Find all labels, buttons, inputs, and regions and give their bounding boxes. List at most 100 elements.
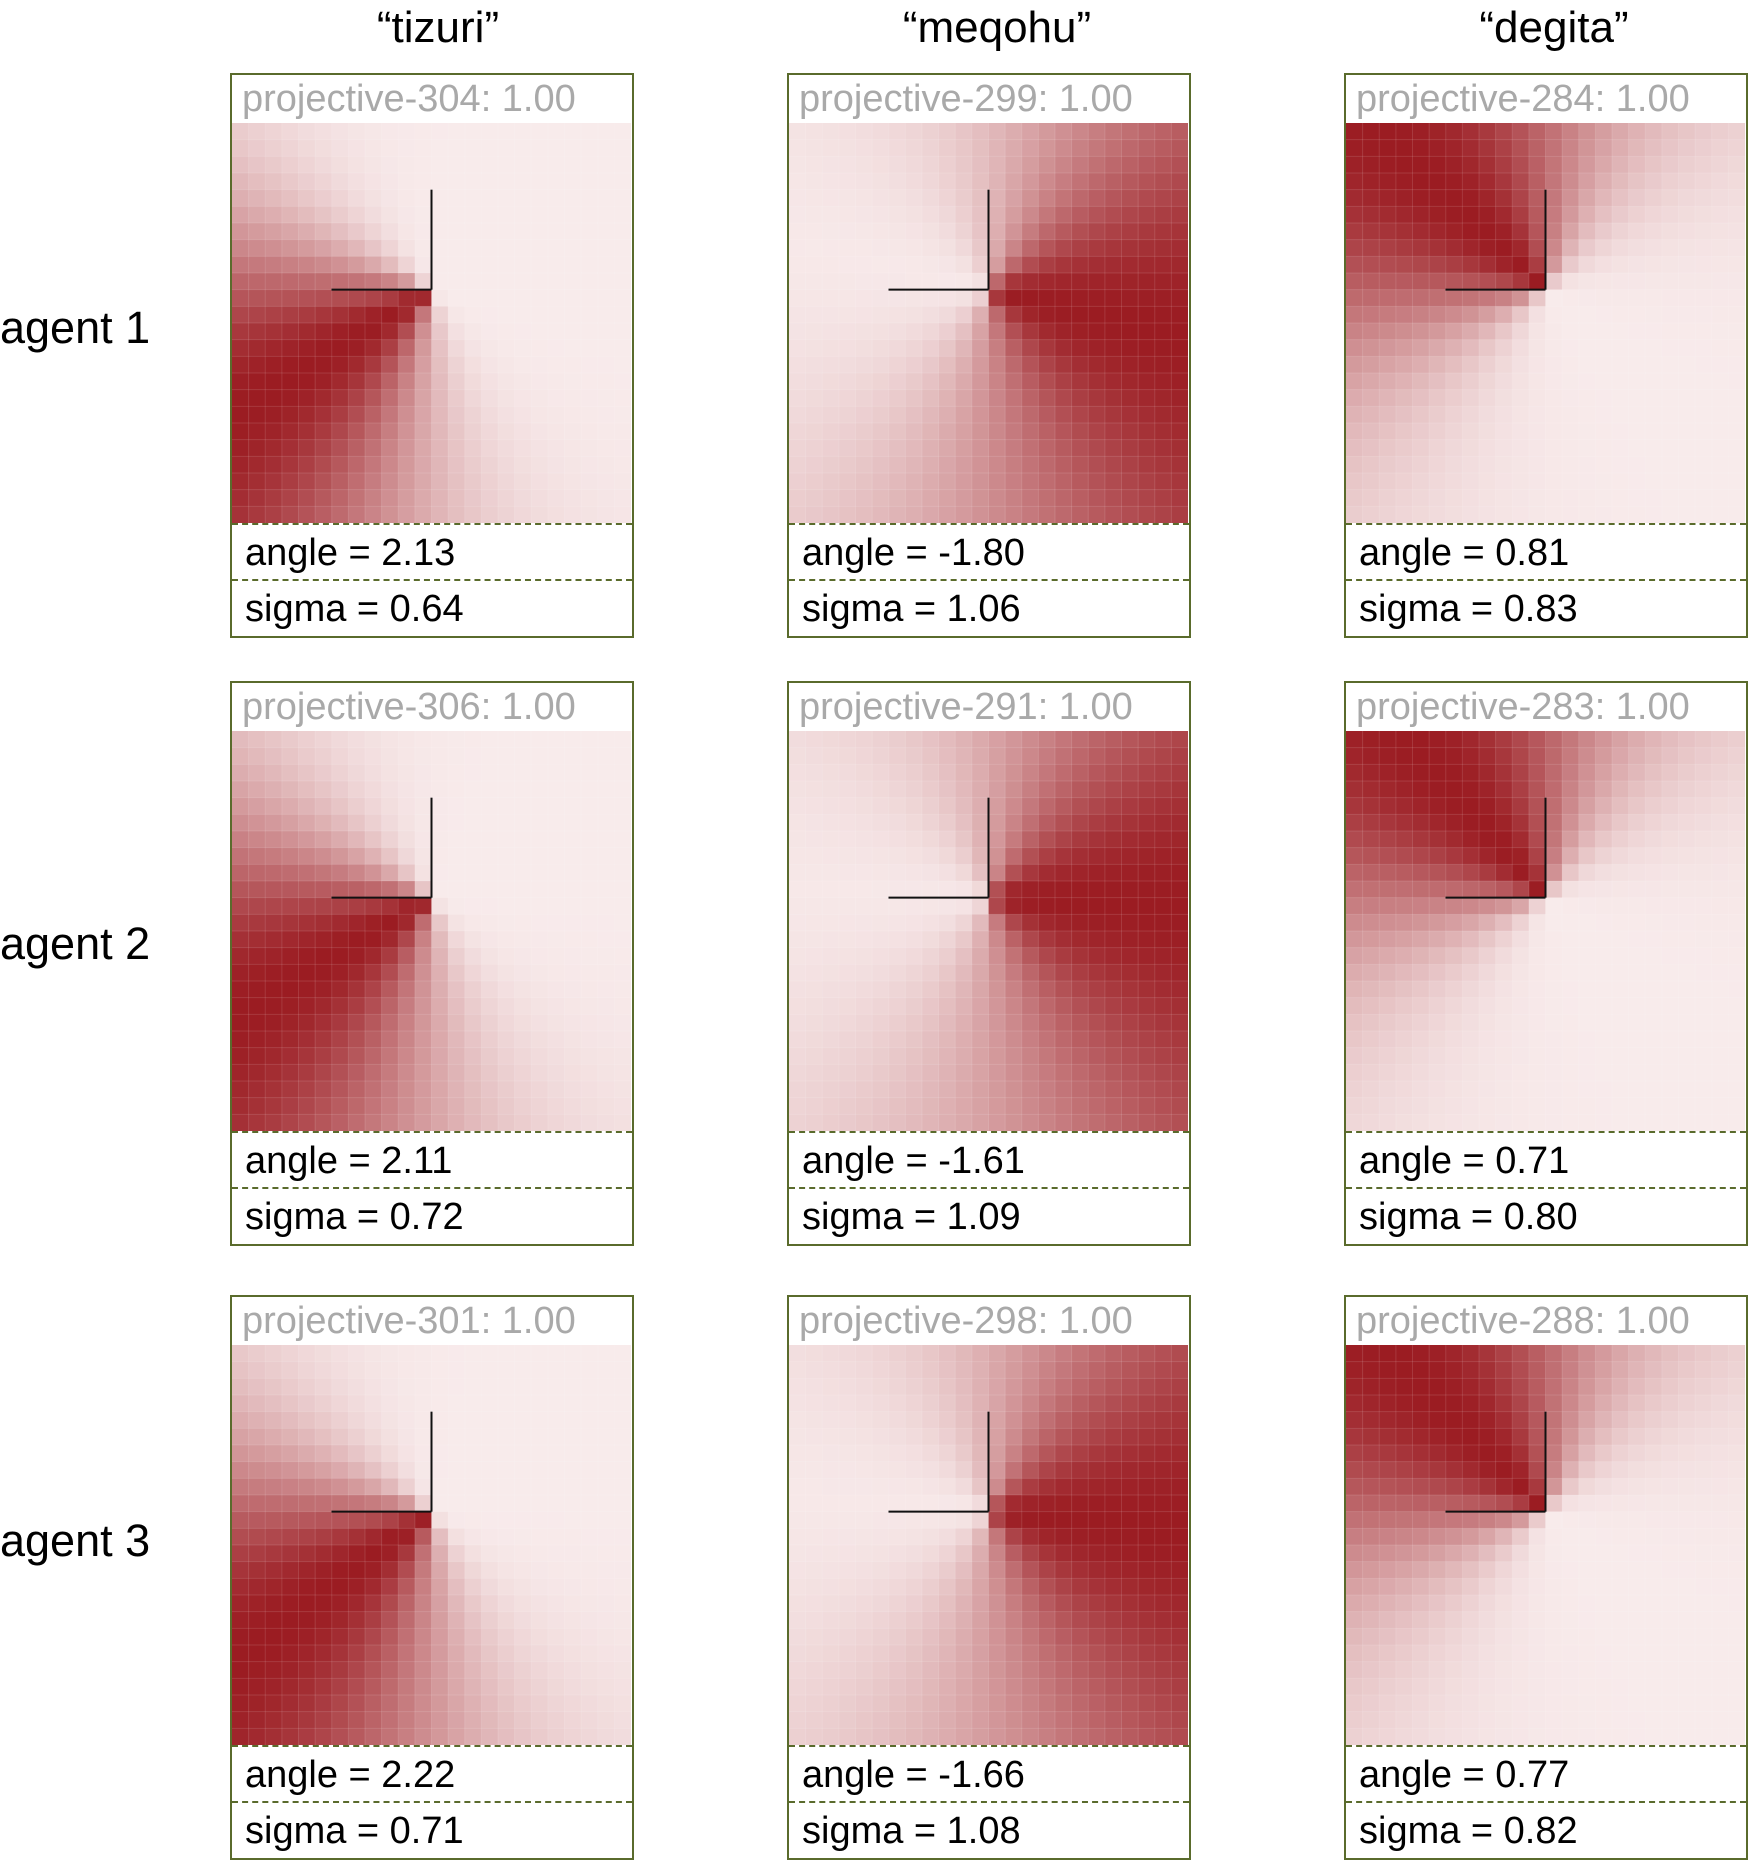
- heat-cell: [1171, 1031, 1188, 1048]
- heat-cell: [248, 764, 266, 782]
- heat-cell: [1171, 1611, 1188, 1629]
- heat-cell: [855, 139, 873, 157]
- heat-cell: [805, 1495, 823, 1512]
- heat-cell: [531, 456, 549, 474]
- heat-cell: [232, 897, 249, 915]
- heat-cell: [1545, 814, 1563, 832]
- heat-cell: [938, 781, 956, 798]
- heat-cell: [232, 406, 249, 424]
- heat-cell: [1528, 931, 1546, 948]
- heat-cell: [614, 1047, 631, 1065]
- heat-cell: [331, 156, 349, 174]
- heat-cell: [1728, 173, 1745, 190]
- heat-cell: [232, 373, 249, 390]
- heat-cell: [531, 139, 549, 157]
- heat-cell: [1545, 306, 1563, 324]
- heat-cell: [1346, 406, 1363, 424]
- heat-cell: [1645, 473, 1663, 490]
- heat-cell: [431, 1545, 449, 1562]
- heat-cell: [481, 189, 499, 207]
- heat-cell: [581, 273, 599, 290]
- heat-cell: [1005, 781, 1023, 798]
- heat-cell: [1379, 456, 1397, 474]
- heat-cell: [1578, 223, 1596, 240]
- heat-cell: [448, 1097, 466, 1115]
- heat-cell: [1154, 897, 1172, 915]
- heat-cell: [789, 489, 806, 507]
- heat-cell: [922, 1081, 939, 1098]
- heat-cell: [855, 1395, 873, 1412]
- heat-cell: [498, 1345, 515, 1362]
- heat-cell: [281, 423, 299, 440]
- heat-cell: [922, 1047, 939, 1065]
- heat-cell: [1429, 997, 1447, 1015]
- heat-cell: [331, 223, 349, 240]
- heat-cell: [938, 1528, 956, 1546]
- heat-cell: [547, 156, 565, 174]
- heat-cell: [597, 747, 615, 765]
- heat-cell: [547, 764, 565, 782]
- heat-cell: [514, 764, 532, 782]
- heat-cell: [1395, 389, 1413, 407]
- heat-cell: [581, 1345, 599, 1362]
- heat-cell: [1661, 439, 1679, 457]
- heat-cell: [331, 1595, 349, 1612]
- heat-cell: [1379, 747, 1397, 765]
- heat-cell: [1346, 1031, 1363, 1048]
- heat-cell: [838, 1611, 856, 1629]
- heat-cell: [1104, 1711, 1122, 1729]
- heat-cell: [1462, 981, 1480, 998]
- heat-cell: [531, 1478, 549, 1496]
- heat-cell: [1545, 1014, 1563, 1032]
- heat-cell: [822, 156, 840, 174]
- heat-cell: [838, 1628, 856, 1646]
- heat-cell: [514, 747, 532, 765]
- heat-cell: [232, 489, 249, 507]
- heat-cell: [1138, 1728, 1156, 1745]
- heat-cell: [922, 1445, 939, 1462]
- heat-cell: [1055, 864, 1072, 882]
- heat-cell: [988, 897, 1006, 915]
- heat-cell: [855, 489, 873, 507]
- heat-cell: [1379, 506, 1397, 523]
- heat-cell: [348, 439, 366, 457]
- heat-cell: [888, 931, 906, 948]
- heat-cell: [1462, 831, 1480, 848]
- heat-cell: [265, 831, 283, 848]
- heat-cell: [232, 1695, 249, 1712]
- heat-cell: [905, 206, 923, 224]
- heat-cell: [1678, 489, 1696, 507]
- heat-cell: [448, 881, 466, 898]
- heat-cell: [789, 339, 806, 357]
- heat-cell: [348, 1014, 366, 1032]
- heat-cell: [1628, 881, 1646, 898]
- heat-cell: [1445, 981, 1463, 998]
- heat-cell: [1728, 406, 1745, 424]
- heat-cell: [232, 206, 249, 224]
- heat-cell: [822, 1445, 840, 1462]
- heat-cell: [838, 206, 856, 224]
- heat-cell: [448, 406, 466, 424]
- heat-cell: [905, 473, 923, 490]
- heat-cell: [581, 1561, 599, 1579]
- heat-cell: [855, 506, 873, 523]
- heat-cell: [381, 1678, 399, 1696]
- heat-cell: [564, 1711, 582, 1729]
- heat-cell: [888, 156, 906, 174]
- heat-cell: [365, 456, 382, 474]
- heat-cell: [581, 831, 599, 848]
- sigma-value: sigma = 1.06: [789, 579, 1189, 635]
- heat-cell: [1728, 797, 1745, 815]
- heat-cell: [922, 1461, 939, 1479]
- heat-cell: [1055, 914, 1072, 932]
- angle-value: angle = 0.71: [1346, 1131, 1746, 1187]
- heat-cell: [955, 781, 973, 798]
- heat-cell: [365, 1047, 382, 1065]
- heat-cell: [498, 797, 515, 815]
- heat-cell: [1104, 1545, 1122, 1562]
- heat-cell: [464, 423, 482, 440]
- heat-cell: [331, 1678, 349, 1696]
- heat-cell: [431, 306, 449, 324]
- heat-cell: [922, 1478, 939, 1496]
- heat-cell: [448, 339, 466, 357]
